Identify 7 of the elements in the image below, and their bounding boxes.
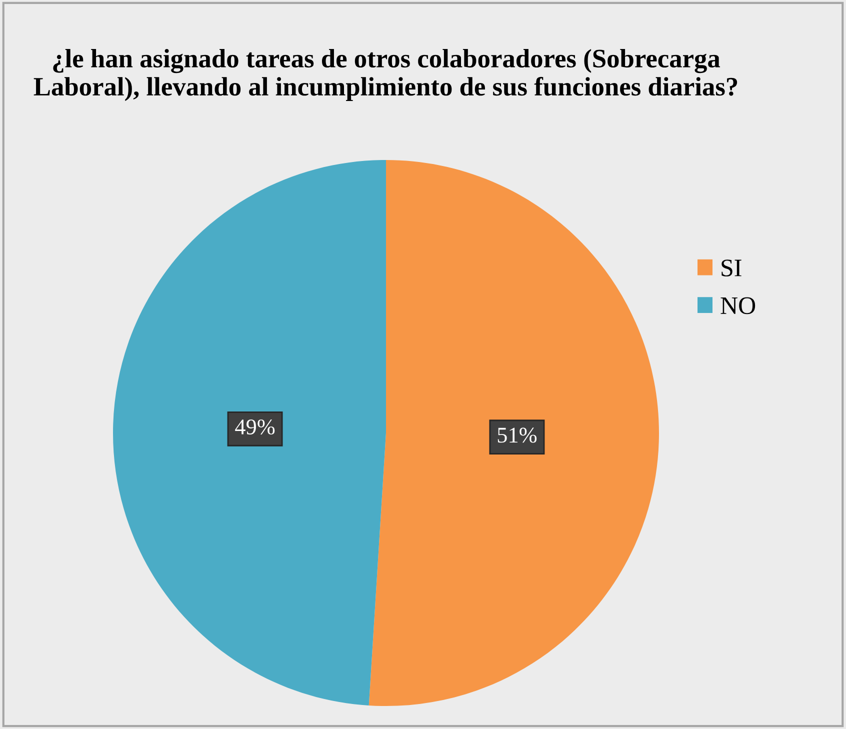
chart-title: ¿le han asignado tareas de otros colaboradores (Sobrecarga Laboral), llevando al incumplimiento de sus funciones diarias?: [34, 48, 738, 102]
data-label: 49%: [235, 419, 275, 435]
pie-slice: [368, 160, 659, 706]
pie-slice: [113, 160, 386, 706]
data-label: 51%: [498, 428, 537, 443]
legend-label: SI: [722, 260, 742, 276]
legend-label: NO: [720, 297, 756, 314]
